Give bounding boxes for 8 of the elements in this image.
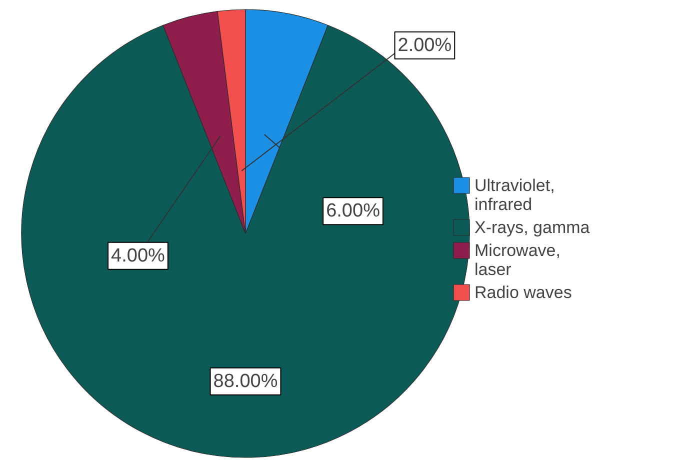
data-label: 2.00% xyxy=(398,34,452,56)
legend-label: Ultraviolet, infrared xyxy=(474,176,555,214)
data-label: 4.00% xyxy=(111,245,166,266)
data-label: 6.00% xyxy=(326,200,380,222)
legend-label: Microwave, laser xyxy=(474,241,560,279)
legend-label: X-rays, gamma xyxy=(474,218,590,237)
data-label: 88.00% xyxy=(213,370,278,392)
legend-label: Radio waves xyxy=(474,283,572,302)
